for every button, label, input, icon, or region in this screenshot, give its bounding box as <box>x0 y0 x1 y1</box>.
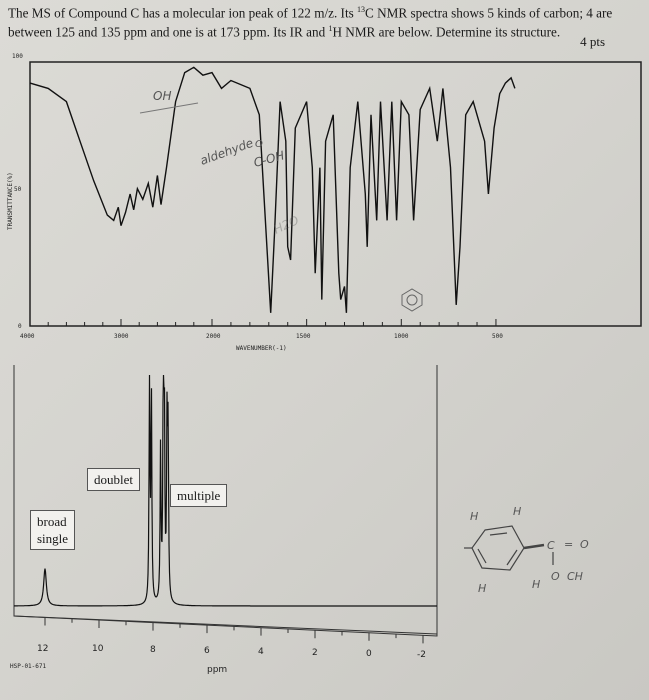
x-tick-label: 10 <box>92 644 104 654</box>
x-tick-label: 3000 <box>114 333 129 340</box>
atom-label: H <box>478 582 486 595</box>
nmr-axis <box>13 615 438 635</box>
label-doublet: doublet <box>87 468 140 491</box>
ir-spectrum: 100 50 0 TRANSMITTANCE(%) 4000 3000 2000… <box>7 53 642 352</box>
superscript: 1 <box>328 24 333 34</box>
question-part: H NMR are below. Determine its structure… <box>332 24 561 40</box>
x-tick-label: 4000 <box>20 333 35 340</box>
question-part: C NMR spectra shows 5 kinds of carbon; 4… <box>8 5 613 40</box>
atom-label: H <box>513 505 521 518</box>
points-label: 4 pts <box>580 34 605 49</box>
label-broad-singlet: broad single <box>30 510 76 550</box>
x-axis-label: WAVENUMBER(-1) <box>236 345 287 352</box>
nmr-ticks <box>44 617 424 644</box>
x-axis-label: ppm <box>207 665 227 675</box>
atom-label: C <box>547 539 555 552</box>
x-tick-label: 2 <box>312 648 318 658</box>
atom-label: H <box>532 578 540 591</box>
atom-label: O <box>551 570 560 583</box>
atom-label: O <box>580 538 589 551</box>
nmr-frame <box>13 365 438 637</box>
x-tick-label: 6 <box>204 646 210 656</box>
annotation-o: O <box>255 139 263 150</box>
x-tick-label: 0 <box>366 649 372 659</box>
atom-label: CH <box>567 570 583 583</box>
x-tick-label: 500 <box>492 333 503 340</box>
ir-trace <box>29 66 516 313</box>
benzene-doodle-icon <box>401 288 423 312</box>
nmr-trace <box>14 374 437 607</box>
x-tick-label: 4 <box>258 647 264 657</box>
spectrum-code: HSP-01-671 <box>10 663 47 670</box>
x-tick-label: 1500 <box>296 333 311 340</box>
structure-labels: H H H H C = O CH O <box>470 505 589 595</box>
atom-label: H <box>470 510 478 523</box>
ir-ticks <box>29 319 497 326</box>
structure-drawing <box>464 525 554 571</box>
atom-label: = <box>564 538 573 551</box>
y-tick-label: 0 <box>18 323 22 330</box>
y-axis-label: TRANSMITTANCE(%) <box>7 172 14 230</box>
x-tick-label: 12 <box>37 644 48 654</box>
label-multiple: multiple <box>170 484 228 507</box>
ir-frame <box>29 61 642 327</box>
y-tick-label: 100 <box>12 53 23 60</box>
x-tick-label: 2000 <box>206 333 221 340</box>
x-tick-label: 1000 <box>394 333 409 340</box>
question-text: The MS of Compound C has a molecular ion… <box>8 2 638 41</box>
question-part: The MS of Compound C has a molecular ion… <box>8 5 358 21</box>
pencil-line <box>139 102 199 114</box>
superscript: 13 <box>357 5 366 14</box>
y-tick-label: 50 <box>14 186 22 193</box>
annotation-oh: OH <box>153 89 171 103</box>
x-tick-label: 8 <box>150 645 156 655</box>
x-tick-label: -2 <box>417 650 426 660</box>
